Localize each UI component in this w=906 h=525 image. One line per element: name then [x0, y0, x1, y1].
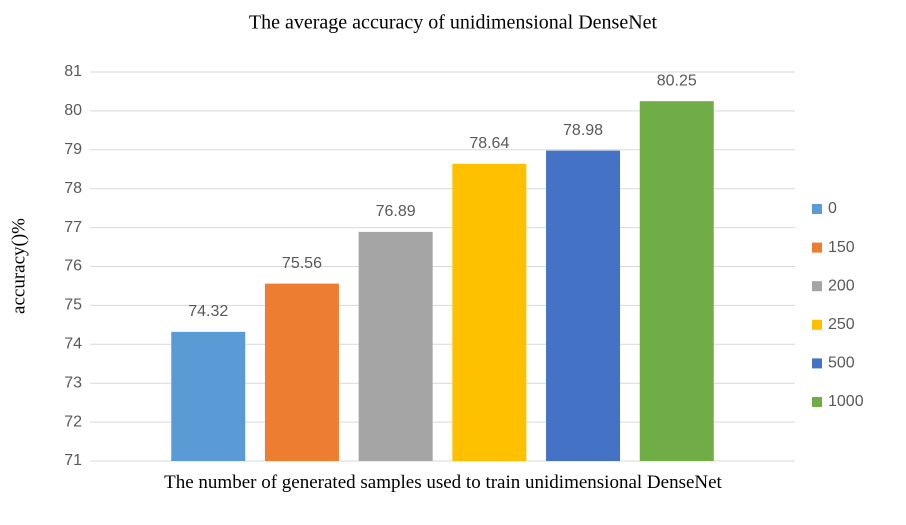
legend-label: 250: [828, 316, 855, 333]
legend-swatch: [812, 281, 822, 292]
y-tick-label: 78: [64, 180, 82, 197]
y-tick-label: 76: [64, 258, 82, 275]
bar: [358, 231, 433, 461]
chart-title: The average accuracy of unidimensional D…: [249, 12, 658, 34]
y-tick-label: 75: [64, 297, 82, 314]
y-tick-label: 79: [64, 141, 82, 158]
data-label: 78.64: [469, 135, 509, 152]
bar: [264, 283, 339, 461]
legend-swatch: [812, 319, 822, 330]
legend-label: 0: [828, 200, 837, 217]
legend-label: 200: [828, 277, 855, 294]
data-label: 74.32: [188, 303, 228, 320]
legend-swatch: [812, 242, 822, 253]
legend-label: 500: [828, 355, 855, 372]
bar: [171, 331, 246, 461]
y-tick-label: 77: [64, 219, 82, 236]
data-label: 78.98: [563, 122, 603, 139]
bar: [546, 150, 621, 461]
y-axis-label: accuracy()%: [8, 218, 29, 314]
data-label: 76.89: [376, 203, 416, 220]
legend-swatch: [812, 204, 822, 214]
y-tick-label: 81: [64, 63, 82, 80]
x-axis-label: The number of generated samples used to …: [164, 472, 722, 493]
y-tick-label: 80: [64, 102, 82, 119]
legend-swatch: [812, 358, 822, 369]
legend-label: 150: [828, 239, 855, 256]
y-tick-label: 74: [64, 336, 82, 353]
legend-swatch: [812, 397, 822, 407]
bar: [639, 101, 714, 462]
y-tick-label: 73: [64, 374, 82, 391]
y-tick-label: 72: [64, 413, 82, 430]
data-label: 80.25: [657, 72, 697, 89]
data-label: 75.56: [282, 255, 322, 272]
bar: [452, 163, 527, 461]
y-tick-label: 71: [64, 452, 82, 469]
legend-label: 1000: [828, 393, 864, 410]
